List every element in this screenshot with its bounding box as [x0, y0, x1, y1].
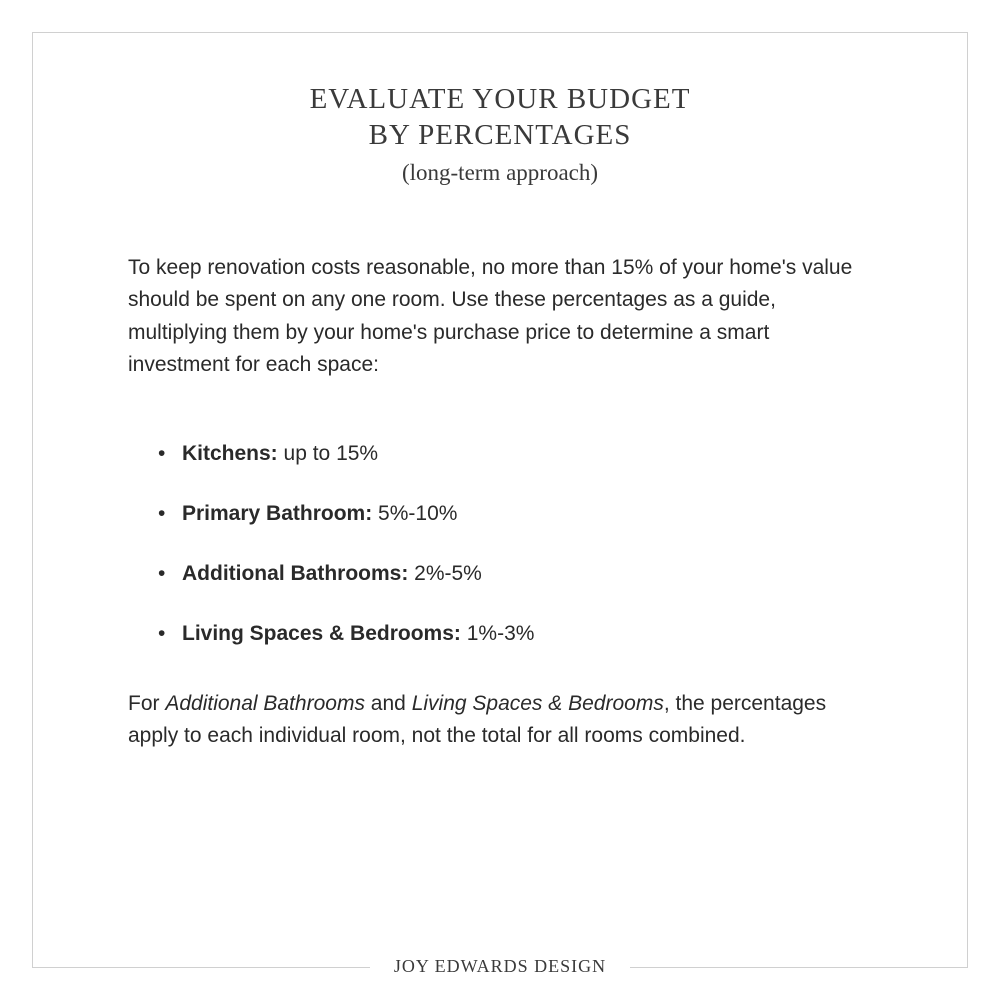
item-value: 5%-10%	[372, 502, 457, 525]
note-prefix: For	[128, 692, 165, 715]
intro-paragraph: To keep renovation costs reasonable, no …	[128, 252, 872, 382]
page-title: EVALUATE YOUR BUDGET BY PERCENTAGES	[128, 81, 872, 154]
note-em-1: Additional Bathrooms	[165, 692, 365, 715]
item-label: Living Spaces & Bedrooms:	[182, 622, 461, 645]
list-item: Primary Bathroom: 5%-10%	[158, 502, 872, 526]
document-frame: EVALUATE YOUR BUDGET BY PERCENTAGES (lon…	[32, 32, 968, 968]
list-item: Additional Bathrooms: 2%-5%	[158, 562, 872, 586]
note-mid: and	[365, 692, 412, 715]
item-value: 1%-3%	[461, 622, 535, 645]
note-em-2: Living Spaces & Bedrooms	[412, 692, 664, 715]
footnote: For Additional Bathrooms and Living Spac…	[128, 688, 872, 753]
list-item: Living Spaces & Bedrooms: 1%-3%	[158, 622, 872, 646]
title-line-2: BY PERCENTAGES	[369, 119, 632, 151]
brand-footer: JOY EDWARDS DESIGN	[370, 956, 630, 977]
item-label: Additional Bathrooms:	[182, 562, 408, 585]
item-value: 2%-5%	[408, 562, 482, 585]
page-subtitle: (long-term approach)	[128, 160, 872, 186]
percentage-list: Kitchens: up to 15% Primary Bathroom: 5%…	[128, 442, 872, 646]
item-label: Primary Bathroom:	[182, 502, 372, 525]
list-item: Kitchens: up to 15%	[158, 442, 872, 466]
item-value: up to 15%	[278, 442, 378, 465]
item-label: Kitchens:	[182, 442, 278, 465]
title-line-1: EVALUATE YOUR BUDGET	[310, 83, 691, 115]
